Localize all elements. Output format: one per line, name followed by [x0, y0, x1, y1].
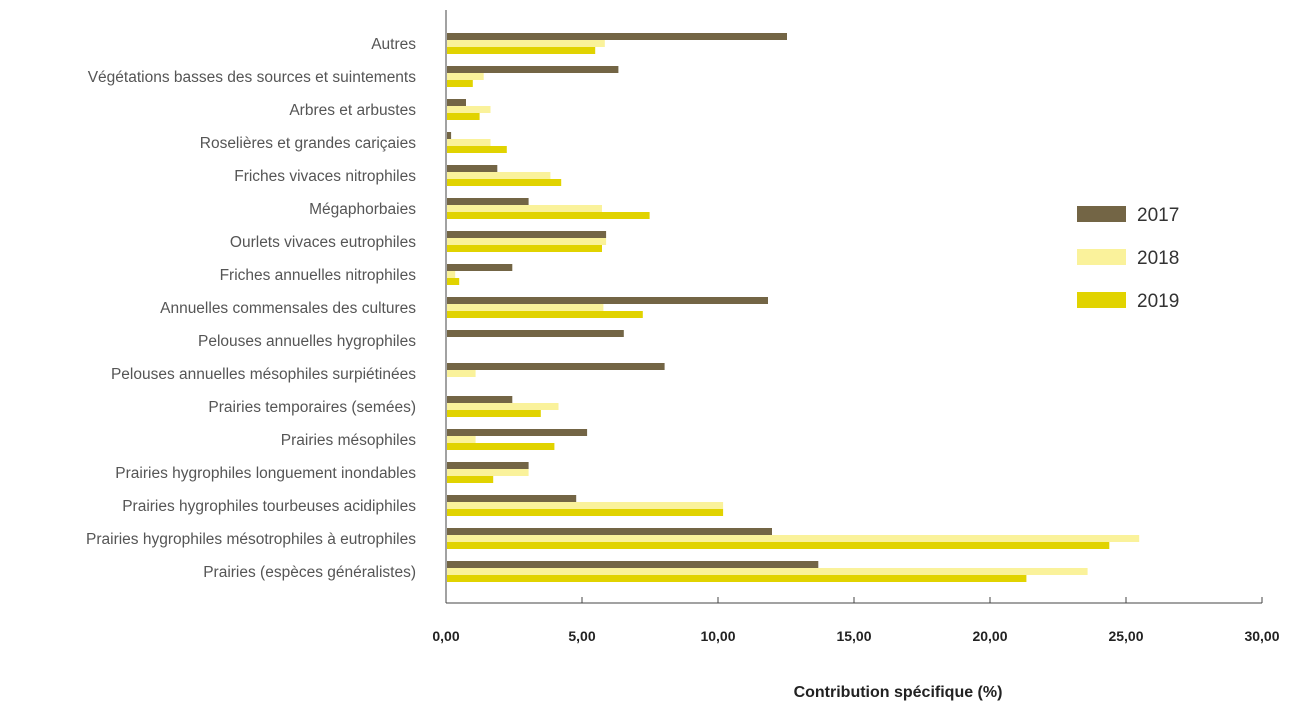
legend-label-2018: 2018: [1137, 248, 1179, 269]
category-label: Autres: [371, 36, 416, 53]
category-label: Pelouses annuelles hygrophiles: [198, 333, 416, 350]
bar-2018-14: [447, 502, 724, 509]
x-tick-label: 15,00: [836, 628, 871, 644]
bar-2019-5: [447, 212, 650, 219]
bar-2018-0: [447, 40, 605, 47]
bar-2018-4: [447, 172, 551, 179]
category-label: Arbres et arbustes: [289, 102, 416, 119]
bar-2017-2: [447, 99, 466, 106]
x-tick-label: 20,00: [972, 628, 1007, 644]
bar-2017-16: [447, 561, 819, 568]
bar-2018-11: [447, 403, 559, 410]
bar-2019-8: [447, 311, 643, 318]
x-tick-label: 0,00: [432, 628, 459, 644]
bar-2019-16: [447, 575, 1027, 582]
bar-2017-7: [447, 264, 513, 271]
bar-2018-6: [447, 238, 607, 245]
bar-2017-12: [447, 429, 588, 436]
category-label: Végétations basses des sources et suinte…: [88, 69, 417, 86]
bar-2019-14: [447, 509, 724, 516]
bar-2018-3: [447, 139, 491, 146]
bar-2017-11: [447, 396, 513, 403]
bar-2017-6: [447, 231, 607, 238]
bar-2018-5: [447, 205, 602, 212]
bar-2019-3: [447, 146, 507, 153]
legend: 2017 2018 2019: [1077, 205, 1179, 312]
x-axis-title: Contribution spécifique (%): [794, 684, 1003, 701]
bar-2017-15: [447, 528, 772, 535]
bar-2018-15: [447, 535, 1140, 542]
category-label: Mégaphorbaies: [309, 201, 416, 218]
bars-layer: [447, 33, 1140, 582]
category-labels-layer: Autres Végétations basses des sources et …: [86, 36, 416, 581]
legend-swatch-2017: [1077, 206, 1126, 222]
bar-2019-2: [447, 113, 480, 120]
bar-2017-3: [447, 132, 452, 139]
category-label: Prairies hygrophiles mésotrophiles à eut…: [86, 531, 416, 548]
bar-2019-15: [447, 542, 1110, 549]
bar-2017-9: [447, 330, 624, 337]
bar-2017-10: [447, 363, 665, 370]
bar-2017-4: [447, 165, 498, 172]
category-label: Friches annuelles nitrophiles: [220, 267, 417, 284]
bar-2019-4: [447, 179, 562, 186]
category-label: Prairies hygrophiles tourbeuses acidiphi…: [122, 498, 416, 515]
bar-2018-7: [447, 271, 456, 278]
bar-2017-14: [447, 495, 577, 502]
x-tick-label: 5,00: [568, 628, 595, 644]
bar-2018-10: [447, 370, 476, 377]
bar-2017-8: [447, 297, 768, 304]
category-label: Annuelles commensales des cultures: [160, 300, 416, 317]
bar-2019-11: [447, 410, 541, 417]
category-label: Prairies hygrophiles longuement inondabl…: [115, 465, 416, 482]
category-label: Ourlets vivaces eutrophiles: [230, 234, 416, 251]
x-ticks-layer: 0,00 5,00 10,00 15,00 20,00 25,00 30,00: [432, 597, 1280, 644]
x-tick-label: 10,00: [700, 628, 735, 644]
category-label: Roselières et grandes cariçaies: [200, 135, 416, 152]
bar-2018-2: [447, 106, 491, 113]
bar-2018-8: [447, 304, 604, 311]
bar-2019-6: [447, 245, 602, 252]
bar-2017-5: [447, 198, 529, 205]
category-label: Prairies (espèces généralistes): [203, 564, 416, 581]
legend-label-2019: 2019: [1137, 291, 1179, 312]
category-label: Friches vivaces nitrophiles: [234, 168, 416, 185]
bar-2017-0: [447, 33, 787, 40]
category-label: Prairies mésophiles: [281, 432, 416, 449]
legend-label-2017: 2017: [1137, 205, 1179, 226]
legend-swatch-2018: [1077, 249, 1126, 265]
bar-2018-1: [447, 73, 484, 80]
bar-2019-13: [447, 476, 494, 483]
bar-2019-12: [447, 443, 555, 450]
bar-2018-16: [447, 568, 1088, 575]
bar-2017-1: [447, 66, 619, 73]
bar-2019-7: [447, 278, 460, 285]
x-tick-label: 25,00: [1108, 628, 1143, 644]
bar-2018-13: [447, 469, 529, 476]
bar-2019-0: [447, 47, 596, 54]
legend-swatch-2019: [1077, 292, 1126, 308]
bar-2017-13: [447, 462, 529, 469]
category-label: Prairies temporaires (semées): [208, 399, 416, 416]
category-label: Pelouses annuelles mésophiles surpiétiné…: [111, 366, 416, 383]
bar-2018-12: [447, 436, 476, 443]
x-tick-label: 30,00: [1244, 628, 1279, 644]
bar-2019-1: [447, 80, 473, 87]
